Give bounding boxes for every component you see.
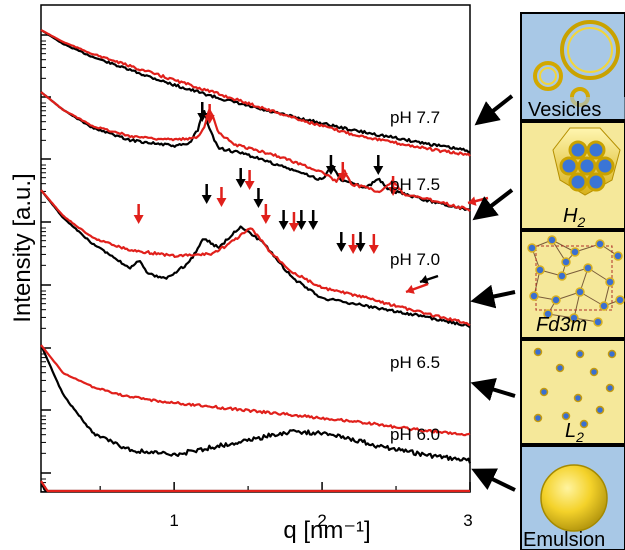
curve-ph-7-0-black xyxy=(40,189,471,329)
peak-arrow-side xyxy=(405,282,429,294)
droplet-icon xyxy=(540,464,608,532)
x-axis-title: q [nm⁻¹] xyxy=(283,517,370,544)
peak-arrow xyxy=(337,162,348,182)
peak-arrow xyxy=(348,234,359,254)
peak-arrow xyxy=(197,102,208,122)
hexagonal-icon xyxy=(552,127,621,196)
peak-arrow xyxy=(260,204,271,224)
vesicles-icon xyxy=(533,20,620,107)
curve-ph-7-7-red xyxy=(40,29,471,157)
curve-ph-7-7-black xyxy=(40,29,470,154)
peak-arrow xyxy=(288,212,299,232)
peak-arrow xyxy=(253,188,264,208)
plot-frame xyxy=(40,4,471,493)
peak-arrow xyxy=(373,155,384,175)
curve-ph-7-5-black xyxy=(40,91,471,212)
phase-label-emulsion: Emulsion xyxy=(523,529,605,550)
x-tick-label: 2 xyxy=(317,511,326,530)
panel-emulsion: Emulsion xyxy=(520,445,625,550)
ph-label-7-5: pH 7.5 xyxy=(390,175,440,194)
peak-arrow xyxy=(336,232,347,252)
peak-arrow xyxy=(244,170,255,190)
curve-ph-6-0-black xyxy=(39,480,470,493)
ph-label-7-0: pH 7.0 xyxy=(390,250,440,269)
peak-arrow xyxy=(355,232,366,252)
peak-arrow xyxy=(201,184,212,204)
cubic-icon xyxy=(527,235,625,327)
y-axis-title: Intensity [a.u.] xyxy=(9,173,36,322)
ph-label-7-7: pH 7.7 xyxy=(390,108,440,127)
x-tick-label: 1 xyxy=(169,511,178,530)
curve-ph-7-0-red xyxy=(40,189,471,327)
peak-arrow xyxy=(388,176,399,196)
panel-h2: H2 xyxy=(520,121,625,230)
panel-pointer-arrows xyxy=(470,94,516,492)
phase-label-fd3m: Fd3m xyxy=(536,314,587,336)
curve-ph-6-5-red xyxy=(40,344,471,437)
peak-arrow xyxy=(368,234,379,254)
y-axis-ticks xyxy=(41,34,51,493)
pointer-arrow-fd3m xyxy=(470,284,516,309)
phase-label-vesicles: Vesicles xyxy=(528,99,601,121)
ph-label-6-5: pH 6.5 xyxy=(390,353,440,372)
pointer-arrow-vesicles xyxy=(474,94,514,126)
pointer-arrow-emulsion xyxy=(471,468,516,492)
x-tick-label: 3 xyxy=(463,511,472,530)
peak-arrow-side xyxy=(419,274,439,285)
phase-label-l2: L2 xyxy=(565,420,584,445)
pointer-arrow-l2 xyxy=(470,377,516,401)
micelles-icon xyxy=(533,347,617,429)
peak-arrow xyxy=(235,168,246,188)
panel-l2: L2 xyxy=(520,339,625,445)
scattering-curves xyxy=(39,29,472,493)
peak-arrow-side xyxy=(467,196,489,206)
peak-arrow xyxy=(308,210,319,230)
peak-arrows xyxy=(133,102,489,294)
peak-arrow xyxy=(204,104,215,124)
peak-arrow xyxy=(296,210,307,230)
ph-label-6-0: pH 6.0 xyxy=(390,425,440,444)
peak-arrow xyxy=(278,210,289,230)
phase-label-h2: H2 xyxy=(563,205,585,230)
peak-arrow xyxy=(325,155,336,175)
panel-fd3m: Fd3m xyxy=(520,230,625,339)
peak-arrow xyxy=(133,204,144,224)
curve-ph-7-5-red xyxy=(40,91,471,212)
panel-vesicles: Vesicles xyxy=(520,12,625,121)
peak-arrow xyxy=(216,187,227,207)
curve-ph-6-5-black xyxy=(39,344,472,464)
phase-panels: Vesicles H2 Fd3m xyxy=(520,12,625,550)
curve-ph-6-0-red xyxy=(40,480,470,493)
pointer-arrow-h2 xyxy=(472,188,514,221)
